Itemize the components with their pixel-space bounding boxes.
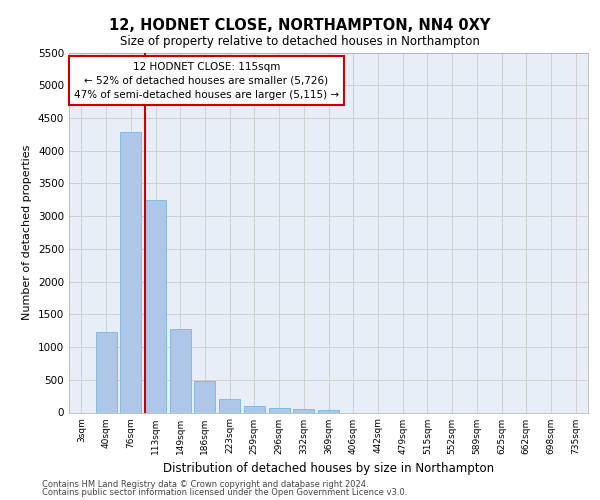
Text: 12 HODNET CLOSE: 115sqm
← 52% of detached houses are smaller (5,726)
47% of semi: 12 HODNET CLOSE: 115sqm ← 52% of detache… <box>74 62 339 100</box>
Bar <box>120 132 141 412</box>
X-axis label: Distribution of detached houses by size in Northampton: Distribution of detached houses by size … <box>163 462 494 475</box>
Text: Contains HM Land Registry data © Crown copyright and database right 2024.: Contains HM Land Registry data © Crown c… <box>42 480 368 489</box>
Bar <box>219 399 240 412</box>
Bar <box>293 409 314 412</box>
Bar <box>194 381 215 412</box>
Y-axis label: Number of detached properties: Number of detached properties <box>22 145 32 320</box>
Bar <box>170 328 191 412</box>
Bar <box>145 200 166 412</box>
Text: 12, HODNET CLOSE, NORTHAMPTON, NN4 0XY: 12, HODNET CLOSE, NORTHAMPTON, NN4 0XY <box>109 18 491 32</box>
Text: Size of property relative to detached houses in Northampton: Size of property relative to detached ho… <box>120 35 480 48</box>
Bar <box>95 332 116 412</box>
Bar <box>269 408 290 412</box>
Bar <box>244 406 265 412</box>
Text: Contains public sector information licensed under the Open Government Licence v3: Contains public sector information licen… <box>42 488 407 497</box>
Bar <box>318 410 339 412</box>
